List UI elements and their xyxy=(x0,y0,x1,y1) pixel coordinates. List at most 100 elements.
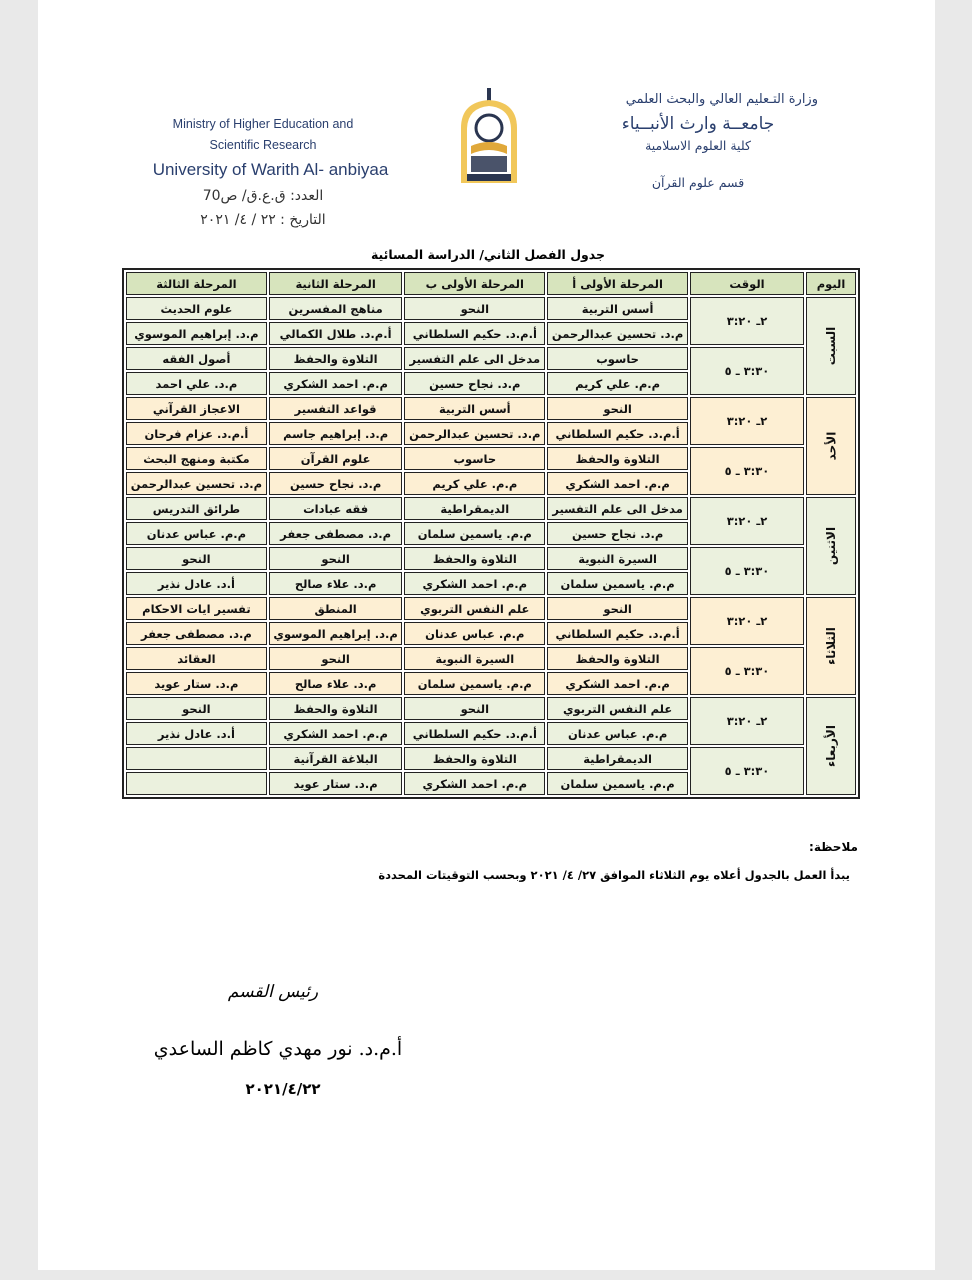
day-label: الاثنين xyxy=(824,526,838,566)
subject-cell: النحو xyxy=(547,597,688,620)
subject-cell: مناهج المفسرين xyxy=(268,297,403,320)
document-page: Ministry of Higher Education and Scienti… xyxy=(38,0,935,1270)
teacher-cell: م.د. مصطفى جعفر xyxy=(126,622,267,645)
teacher-cell: م.د. نجاح حسين xyxy=(547,522,688,545)
teacher-row: م.م. احمد الشكري م.م. ياسمين سلمان م.د. عل… xyxy=(126,672,856,695)
teacher-cell: م.م. عباس عدنان xyxy=(404,622,546,645)
day-cell: السبت xyxy=(806,297,856,395)
teacher-cell: أ.د. عادل نذير xyxy=(126,572,267,595)
teacher-cell: م.م. احمد الشكري xyxy=(404,572,546,595)
ministry-en-line1: Ministry of Higher Education and xyxy=(172,117,354,131)
teacher-cell: م.م. احمد الشكري xyxy=(547,472,688,495)
subject-row: ٣:٣٠ ـ ٥ حاسوب مدخل الى علم التفسير التلاوة… xyxy=(126,347,856,395)
subject-cell: قواعد التفسير xyxy=(268,397,403,420)
day-cell: الأحد xyxy=(806,397,856,495)
time-cell: ٢ـ ٣:٢٠ xyxy=(690,497,804,545)
time-cell: ٣:٣٠ ـ ٥ xyxy=(690,747,804,795)
teacher-cell: م.م. احمد الشكري xyxy=(404,772,546,795)
notes-label: ملاحظة: xyxy=(809,840,858,854)
day-cell: الأربعاء xyxy=(806,697,856,795)
day-label: الأربعاء xyxy=(823,725,838,767)
ministry-en-line2: Scientific Research xyxy=(209,138,317,152)
time-cell: ٢ـ ٣:٢٠ xyxy=(690,397,804,445)
column-header-stage1a: المرحلة الأولى أ xyxy=(547,272,688,295)
time-cell: ٣:٣٠ ـ ٥ xyxy=(690,647,804,695)
schedule-title: جدول الفصل الثاني/ الدراسة المسائية xyxy=(370,247,606,262)
teacher-row: م.م. عباس عدنان أ.م.د. حكيم السلطاني م.م. … xyxy=(126,722,856,745)
subject-cell: المنطق xyxy=(268,597,403,620)
subject-row: ٣:٣٠ ـ ٥ السيرة النبوية التلاوة والحفظ النح… xyxy=(126,547,856,595)
subject-row: ٣:٣٠ ـ ٥ التلاوة والحفظ حاسوب علوم القرآن مك… xyxy=(126,447,856,495)
subject-cell: النحو xyxy=(404,297,546,320)
teacher-row: م.م. احمد الشكري م.م. علي كريم م.د. نجاح ح… xyxy=(126,472,856,495)
teacher-cell: م.م. احمد الشكري xyxy=(268,722,403,745)
day-label: السبت xyxy=(824,326,838,366)
teacher-row: م.م. ياسمين سلمان م.م. احمد الشكري م.د. ست… xyxy=(126,772,856,795)
column-header-stage1b: المرحلة الأولى ب xyxy=(404,272,546,295)
column-header-day: اليوم xyxy=(806,272,856,295)
teacher-cell: م.د. نجاح حسين xyxy=(404,372,546,395)
teacher-cell: م.د. علاء صالح xyxy=(268,572,403,595)
document-date: التاريخ : ٢٢ / ٤/ ٢٠٢١ xyxy=(200,212,326,228)
teacher-cell: أ.م.د. حكيم السلطاني xyxy=(404,322,546,345)
table-header-row: اليوم الوقت المرحلة الأولى أ المرحلة الأ… xyxy=(126,272,856,295)
subject-cell: أسس التربية xyxy=(404,397,546,420)
teacher-cell: م.م. عباس عدنان xyxy=(547,722,688,745)
subject-cell: النحو xyxy=(126,547,267,570)
subject-cell: حاسوب xyxy=(547,347,688,370)
subject-row: الثلاثاء ٢ـ ٣:٢٠ النحو علم النفس التربوي الم… xyxy=(126,597,856,695)
teacher-cell: م.د. ستار عويد xyxy=(126,672,267,695)
subject-cell: مدخل الى علم التفسير xyxy=(547,497,688,520)
subject-cell: النحو xyxy=(404,697,546,720)
teacher-row: أ.م.د. حكيم السلطاني م.م. عباس عدنان م.د. … xyxy=(126,622,856,645)
university-logo xyxy=(453,88,525,188)
subject-cell: السيرة النبوية xyxy=(547,547,688,570)
schedule-table: اليوم الوقت المرحلة الأولى أ المرحلة الأ… xyxy=(122,268,860,799)
teacher-cell: أ.م.د. طلال الكمالي xyxy=(268,322,403,345)
subject-cell: التلاوة والحفظ xyxy=(268,697,403,720)
time-cell: ٣:٣٠ ـ ٥ xyxy=(690,547,804,595)
subject-cell: النحو xyxy=(126,697,267,720)
teacher-cell: م.د. علي احمد xyxy=(126,372,267,395)
teacher-cell xyxy=(126,772,267,795)
time-cell: ٢ـ ٣:٢٠ xyxy=(690,697,804,745)
day-cell: الاثنين xyxy=(806,497,856,595)
subject-cell: تفسير ايات الاحكام xyxy=(126,597,267,620)
teacher-cell: أ.م.د. حكيم السلطاني xyxy=(547,422,688,445)
signature-date: ٢٠٢١/٤/٢٢ xyxy=(245,1080,321,1098)
teacher-cell: م.م. ياسمين سلمان xyxy=(547,772,688,795)
teacher-row: م.م. علي كريم م.د. نجاح حسين م.م. احمد الش… xyxy=(126,372,856,395)
subject-cell: أصول الفقه xyxy=(126,347,267,370)
subject-cell: طرائق التدريس xyxy=(126,497,267,520)
teacher-cell: م.م. علي كريم xyxy=(547,372,688,395)
teacher-row: أ.م.د. حكيم السلطاني م.د. تحسين عبدالرحمن… xyxy=(126,422,856,445)
time-cell: ٣:٣٠ ـ ٥ xyxy=(690,447,804,495)
signature-title: رئيس القسم xyxy=(227,982,319,1002)
day-cell: الثلاثاء xyxy=(806,597,856,695)
teacher-cell: أ.م.د. حكيم السلطاني xyxy=(404,722,546,745)
column-header-time: الوقت xyxy=(690,272,804,295)
subject-cell: التلاوة والحفظ xyxy=(404,747,546,770)
subject-row: ٣:٣٠ ـ ٥ التلاوة والحفظ السيرة النبوية النح… xyxy=(126,647,856,695)
teacher-cell: م.د. مصطفى جعفر xyxy=(268,522,403,545)
ministry-ar: وزارة التـعليم العالي والبحث العلمي xyxy=(625,92,818,107)
teacher-cell: م.د. علاء صالح xyxy=(268,672,403,695)
subject-cell: الديمقراطية xyxy=(404,497,546,520)
teacher-cell: م.م. ياسمين سلمان xyxy=(404,522,546,545)
subject-cell: علوم الحديث xyxy=(126,297,267,320)
teacher-cell: م.د. إبراهيم جاسم xyxy=(268,422,403,445)
subject-cell: التلاوة والحفظ xyxy=(404,547,546,570)
subject-cell xyxy=(126,747,267,770)
teacher-cell: أ.د. عادل نذير xyxy=(126,722,267,745)
subject-cell: أسس التربية xyxy=(547,297,688,320)
teacher-cell: م.د. تحسين عبدالرحمن xyxy=(126,472,267,495)
subject-cell: حاسوب xyxy=(404,447,546,470)
teacher-cell: م.م. ياسمين سلمان xyxy=(404,672,546,695)
teacher-cell: م.د. إبراهيم الموسوي xyxy=(126,322,267,345)
subject-row: الاثنين ٢ـ ٣:٢٠ مدخل الى علم التفسير الديمق… xyxy=(126,497,856,595)
subject-cell: علم النفس التربوي xyxy=(404,597,546,620)
teacher-cell: م.د. إبراهيم الموسوي xyxy=(268,622,403,645)
time-cell: ٢ـ ٣:٢٠ xyxy=(690,597,804,645)
subject-cell: فقه عبادات xyxy=(268,497,403,520)
teacher-row: م.م. ياسمين سلمان م.م. احمد الشكري م.د. عل… xyxy=(126,572,856,595)
